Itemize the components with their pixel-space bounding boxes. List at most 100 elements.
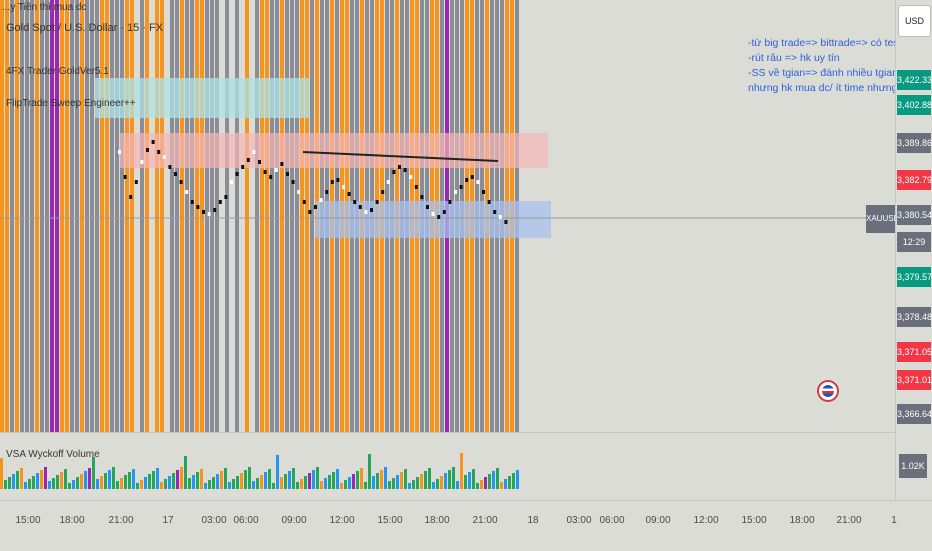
session-bar xyxy=(215,0,219,432)
time-label: 21:00 xyxy=(836,515,862,526)
volume-bar xyxy=(244,470,247,489)
candle xyxy=(442,210,446,214)
price-label: 3,378.48 xyxy=(897,307,932,327)
volume-bar xyxy=(204,483,207,489)
volume-bar xyxy=(180,467,183,489)
price-label: 3,380.54 xyxy=(897,205,932,225)
session-bar xyxy=(290,0,294,432)
price-label: 3,371.01 xyxy=(897,370,932,390)
time-axis[interactable]: 15:00 18:00 21:00 17 03:00 06:00 09:00 12:00 15:… xyxy=(0,500,932,551)
time-label: 21:00 xyxy=(472,515,498,526)
volume-bar xyxy=(436,479,439,489)
volume-bar xyxy=(336,469,339,489)
volume-bar xyxy=(28,479,31,489)
volume-pane[interactable]: VSA Wyckoff Volume xyxy=(0,432,895,501)
volume-bar xyxy=(116,481,119,489)
time-label: 15:00 xyxy=(741,515,767,526)
session-bar xyxy=(145,0,149,432)
session-bar xyxy=(310,0,314,432)
candle xyxy=(185,190,189,194)
resistance-line[interactable] xyxy=(302,151,499,162)
session-bar xyxy=(75,0,79,432)
volume-bar xyxy=(172,473,175,489)
symbol-title[interactable]: Gold Spot / U.S. Dollar · 15 · FX xyxy=(6,22,164,34)
price-chart[interactable]: ...y Tiền thì mua dc Gold Spot / U.S. Do… xyxy=(0,0,895,432)
session-bar xyxy=(305,0,309,432)
volume-bar xyxy=(88,468,91,489)
session-bar xyxy=(155,0,159,432)
volume-bar xyxy=(508,476,511,489)
volume-bar xyxy=(456,481,459,489)
session-bar xyxy=(25,0,29,432)
session-bar xyxy=(15,0,19,432)
volume-bar xyxy=(272,483,275,489)
candle xyxy=(302,200,306,204)
volume-bar xyxy=(112,467,115,489)
price-label: 12:29 xyxy=(897,232,931,252)
price-axis[interactable]: 3,422.33 3,402.88 3,389.86 3,382.79 3,380.54… xyxy=(895,0,932,432)
volume-bar xyxy=(80,474,83,489)
session-bar xyxy=(65,0,69,432)
candle xyxy=(218,200,222,204)
volume-bar xyxy=(256,478,259,489)
candle xyxy=(454,190,457,194)
candle xyxy=(470,175,474,179)
volume-bar xyxy=(260,475,263,489)
session-bar xyxy=(5,0,9,432)
session-bar xyxy=(275,0,279,432)
volume-bar xyxy=(372,476,375,489)
candle xyxy=(274,168,278,172)
volume-bar xyxy=(4,480,7,489)
candle xyxy=(146,148,149,152)
time-label: 18:00 xyxy=(59,515,85,526)
volume-bar xyxy=(484,477,487,489)
volume-bar xyxy=(428,468,431,489)
session-bar xyxy=(270,0,274,432)
volume-bar xyxy=(76,477,79,489)
volume-bar xyxy=(68,483,71,489)
volume-bar xyxy=(400,472,403,489)
time-label: 03:00 xyxy=(201,515,227,526)
candle xyxy=(246,158,250,162)
volume-bar xyxy=(148,474,151,489)
price-label: 3,371.05 xyxy=(897,342,932,362)
candle xyxy=(314,205,317,209)
candle xyxy=(269,175,273,179)
candle xyxy=(190,200,194,204)
chart-canvas[interactable] xyxy=(0,0,895,432)
candle xyxy=(196,205,200,209)
volume-bar xyxy=(124,475,127,489)
volume-bar xyxy=(236,476,239,489)
candle xyxy=(386,180,390,184)
candle xyxy=(202,210,205,214)
volume-bar xyxy=(284,474,287,489)
volume-bar xyxy=(444,473,447,489)
volume-bar xyxy=(40,470,43,489)
volume-bar xyxy=(500,482,503,489)
volume-bar xyxy=(292,468,295,489)
price-label: 3,379.57 xyxy=(897,267,932,287)
price-label: 3,382.79 xyxy=(897,170,932,190)
volume-bar xyxy=(440,476,443,489)
volume-bar xyxy=(460,453,463,489)
note-line: -từ big trade=> bittrade=> có test xyxy=(748,37,895,49)
economic-event-flag-icon[interactable] xyxy=(817,380,839,402)
volume-bar xyxy=(152,471,155,489)
candle xyxy=(224,195,228,199)
volume-bar xyxy=(136,483,139,489)
volume-bar xyxy=(92,457,95,489)
volume-bar xyxy=(320,481,323,489)
currency-button[interactable]: USD xyxy=(898,5,931,37)
indicator-legend-1[interactable]: 4FX Trader GoldVer5.1 xyxy=(6,66,109,77)
volume-indicator-label[interactable]: VSA Wyckoff Volume xyxy=(6,449,100,460)
price-label: 3,402.88 xyxy=(897,95,932,115)
volume-bar xyxy=(472,469,475,489)
candle xyxy=(230,180,233,184)
indicator-legend-2[interactable]: FlipTrade Sweep Engineer++ xyxy=(6,98,136,109)
candle xyxy=(213,208,217,212)
volume-bar xyxy=(376,473,379,489)
note-line: nhưng hk mua dc/ ít time nhưng mua dc xyxy=(748,82,895,94)
volume-bar xyxy=(24,482,27,489)
time-label: 21:00 xyxy=(108,515,134,526)
volume-bar xyxy=(344,480,347,489)
